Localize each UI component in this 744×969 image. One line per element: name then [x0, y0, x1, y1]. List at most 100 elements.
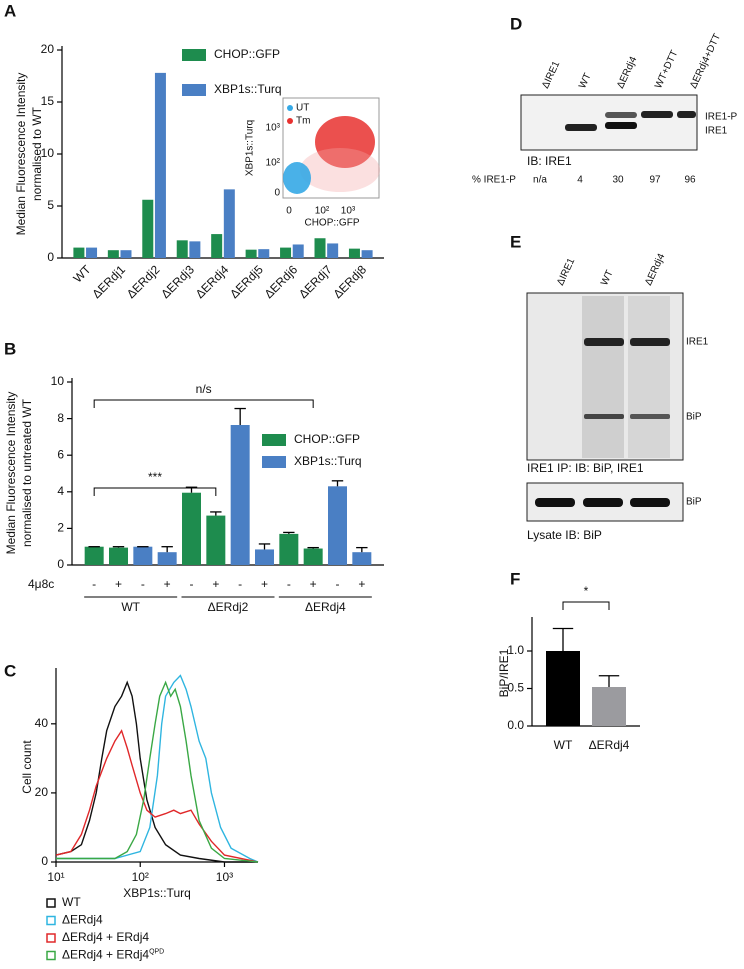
y-tick-label: 15 [41, 94, 55, 108]
y-tick-label: 0 [57, 557, 64, 571]
ut-cloud [283, 162, 311, 194]
y-tick-label: 10 [51, 374, 65, 388]
blot-caption: IB: IRE1 [527, 154, 572, 168]
legend-swatch [262, 456, 286, 468]
tm-cloud [315, 116, 375, 168]
bar [84, 546, 104, 565]
band [583, 498, 623, 507]
bar [314, 238, 326, 258]
band [641, 111, 673, 118]
bracket [93, 399, 314, 408]
row-label: 4μ8c [28, 577, 54, 591]
x-tick-label: ΔERdj6 [262, 262, 301, 301]
bar [348, 248, 360, 258]
inset-tick: 0 [274, 188, 280, 199]
x-tick-label: - [336, 577, 340, 591]
lane-label: ΔIRE1 [555, 256, 577, 287]
x-tick-label: 10² [132, 870, 149, 884]
row-value: 4 [577, 175, 583, 186]
band [584, 338, 624, 346]
row-value: n/a [533, 175, 547, 186]
bar [133, 546, 153, 565]
histogram-line [56, 680, 259, 863]
band [535, 498, 575, 507]
row-label: % IRE1-P [472, 175, 516, 186]
legend-label: XBP1s::Turq [294, 454, 362, 468]
x-tick-label: ΔERdj3 [158, 262, 197, 301]
bar [211, 234, 223, 258]
x-tick-label: ΔERdj5 [227, 262, 266, 301]
inset-xlabel: CHOP::GFP [304, 218, 359, 229]
inset-tick: 10³ [341, 206, 356, 217]
lane-label: WT [599, 269, 616, 288]
bar [245, 249, 257, 258]
row-value: 97 [649, 175, 661, 186]
x-tick-label: ΔERdj7 [296, 262, 335, 301]
legend-swatch [182, 84, 206, 96]
y-tick-label: 4 [57, 484, 64, 498]
lane-label: ΔERdj4+DTT [688, 32, 723, 90]
y-tick-label: 10 [41, 146, 55, 160]
y-axis-label: Cell count [20, 740, 34, 794]
legend-swatch [46, 950, 56, 961]
lane-label: WT+DTT [653, 49, 680, 91]
x-tick-label: + [164, 577, 171, 591]
legend-label: UT [296, 103, 309, 114]
y-axis-label: BiP/IRE1 [497, 648, 511, 697]
y-axis-label: Median Fluorescence Intensity [4, 392, 18, 555]
panel-letter: C [4, 661, 16, 680]
y-tick-label: 2 [57, 521, 64, 535]
y-tick-label: 0.5 [507, 681, 524, 695]
band-label: BiP [686, 412, 702, 423]
legend-label: CHOP::GFP [214, 47, 280, 61]
bar [120, 250, 132, 258]
bar [154, 72, 166, 258]
band-label: IRE1 [705, 126, 728, 137]
x-tick-label: ΔERdj8 [330, 262, 369, 301]
bar [206, 515, 226, 565]
bar [328, 486, 347, 565]
panel-letter: D [510, 14, 522, 33]
y-tick-label: 5 [47, 198, 54, 212]
x-tick-label: ΔERdj1 [89, 262, 128, 301]
bar [189, 241, 201, 258]
inset-tick: 0 [286, 206, 292, 217]
x-tick-label: ΔERdj2 [124, 262, 163, 301]
blot [520, 94, 698, 151]
legend-swatch [182, 49, 206, 61]
x-tick-label: 10³ [216, 870, 233, 884]
blot-caption: IRE1 IP: IB: BiP, IRE1 [527, 461, 644, 475]
band [677, 111, 696, 118]
bar [142, 199, 154, 258]
bar [176, 240, 188, 258]
lane-smear [582, 296, 624, 458]
inset-tick: 10² [266, 158, 281, 169]
bar [292, 244, 304, 258]
x-tick-label: - [238, 577, 242, 591]
panel-letter: F [510, 569, 520, 588]
bar [327, 243, 339, 258]
bar [86, 247, 98, 258]
x-tick-label: ΔERdj4 [193, 262, 232, 301]
legend-swatch [262, 434, 286, 446]
bar [303, 548, 323, 565]
band [630, 414, 670, 419]
legend-label: CHOP::GFP [294, 432, 360, 446]
band [565, 124, 597, 131]
bar [255, 549, 274, 565]
inset-ylabel: XBP1s::Turq [245, 120, 256, 176]
legend-label: ΔERdj4 [62, 913, 103, 927]
legend-dot [287, 118, 293, 124]
band [584, 414, 624, 419]
bar [107, 250, 119, 258]
legend-label: XBP1s::Turq [214, 82, 282, 96]
row-value: 30 [612, 175, 624, 186]
bracket [562, 601, 610, 610]
panel-letter: B [4, 339, 16, 358]
y-tick-label: 20 [41, 42, 55, 56]
blot-caption: Lysate IB: BiP [527, 528, 602, 542]
bar [279, 533, 299, 565]
band [630, 338, 670, 346]
row-value: 96 [684, 175, 696, 186]
tm-spread [300, 148, 380, 192]
